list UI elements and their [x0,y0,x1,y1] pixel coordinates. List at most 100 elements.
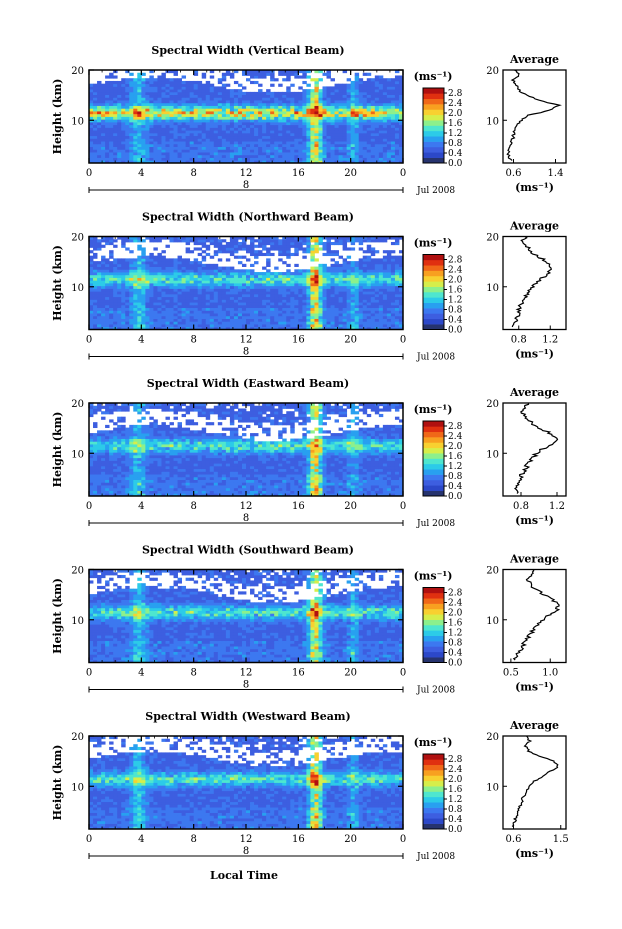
heatmap-cell [121,321,126,325]
heatmap-cell [322,130,327,134]
heatmap-cell [278,291,283,295]
heatmap-cell [362,130,368,134]
heatmap-cell [141,97,146,101]
heatmap-cell [374,116,380,120]
heatmap-cell [169,266,174,270]
heatmap-cell [149,326,154,330]
heatmap-cell [141,296,146,300]
heatmap-cell [113,324,118,328]
heatmap-cell [225,138,231,142]
heatmap-cell [310,146,315,150]
heatmap-cell [274,280,279,284]
heatmap-cell [362,149,368,153]
heatmap-cell [334,91,339,96]
heatmap-cell [173,313,178,317]
heatmap-cell [350,318,356,322]
heatmap-cell [282,94,287,98]
heatmap-cell [181,154,187,158]
heatmap-cell [93,288,98,292]
heatmap-cell [189,280,195,284]
heatmap-cell [217,285,223,289]
heatmap-cell [282,160,287,164]
heatmap-cell [274,241,279,246]
heatmap-cell [93,324,98,328]
heatmap-cell [165,315,170,319]
heatmap-cell [129,97,134,101]
heatmap-cell [270,75,275,79]
heatmap-cell [109,143,114,147]
average-x-label: (ms⁻¹) [515,348,554,361]
heatmap-cell [262,280,267,284]
heatmap-cell [262,274,267,278]
heatmap-cell [330,263,335,267]
heatmap-cell [358,291,364,295]
heatmap-cell [185,149,191,153]
heatmap-cell [141,135,146,139]
heatmap-cell [374,100,380,104]
heatmap-cell [246,236,251,240]
heatmap-cell [254,250,259,254]
heatmap-cell [217,154,223,158]
heatmap-cell [386,315,392,319]
heatmap-cell [258,241,263,246]
heatmap-cell [266,299,271,303]
heatmap-cell [366,304,372,309]
heatmap-cell [173,293,178,298]
heatmap-cell [237,310,243,314]
heatmap-cell [237,255,243,259]
heatmap-cell [354,310,360,314]
heatmap-cell [213,285,219,289]
heatmap-cell [149,493,154,497]
heatmap-cell [338,132,344,137]
heatmap-cell [346,83,352,87]
heatmap-cell [322,244,327,248]
heatmap-cell [189,261,195,265]
heatmap-cell [213,113,219,117]
heatmap-cell [241,239,247,243]
heatmap-cell [374,105,380,109]
heatmap-cell [189,250,195,254]
heatmap-cell [197,277,203,281]
heatmap-cell [398,310,404,314]
heatmap-cell [374,315,380,319]
heatmap-cell [346,313,352,317]
heatmap-cell [350,236,356,240]
heatmap-cell [270,283,275,287]
heatmap-cell [177,263,182,267]
heatmap-cell [153,277,158,281]
heatmap-cell [117,108,122,112]
heatmap-cell [101,266,106,270]
heatmap-cell [366,296,372,300]
heatmap-cell [213,318,219,322]
heatmap-cell [386,283,392,287]
heatmap-cell [237,318,243,322]
heatmap-cell [117,154,122,158]
heatmap-cell [209,157,215,161]
heatmap-cell [350,108,356,112]
heatmap-cell [362,154,368,158]
heatmap-cell [370,250,376,254]
heatmap-cell [382,143,388,147]
heatmap-cell [149,277,154,281]
heatmap-cell [282,132,287,137]
heatmap-cell [374,318,380,322]
heatmap-cell [149,149,154,153]
heatmap-cell [101,127,106,131]
heatmap-cell [193,70,199,74]
heatmap-cell [266,252,271,257]
heatmap-cell [398,318,404,322]
heatmap-cell [225,70,231,74]
heatmap-cell [237,113,243,117]
heatmap-cell [334,102,339,106]
heatmap-cell [165,149,170,153]
heatmap-cell [274,157,279,161]
heatmap-cell [386,160,392,164]
heatmap-cell [133,296,138,300]
heatmap-cell [225,285,231,289]
heatmap-cell [225,291,231,295]
heatmap-cell [262,293,267,298]
heatmap-cell [342,160,348,164]
heatmap-cell [298,152,303,156]
heatmap-cell [213,493,219,497]
heatmap-cell [338,119,344,123]
